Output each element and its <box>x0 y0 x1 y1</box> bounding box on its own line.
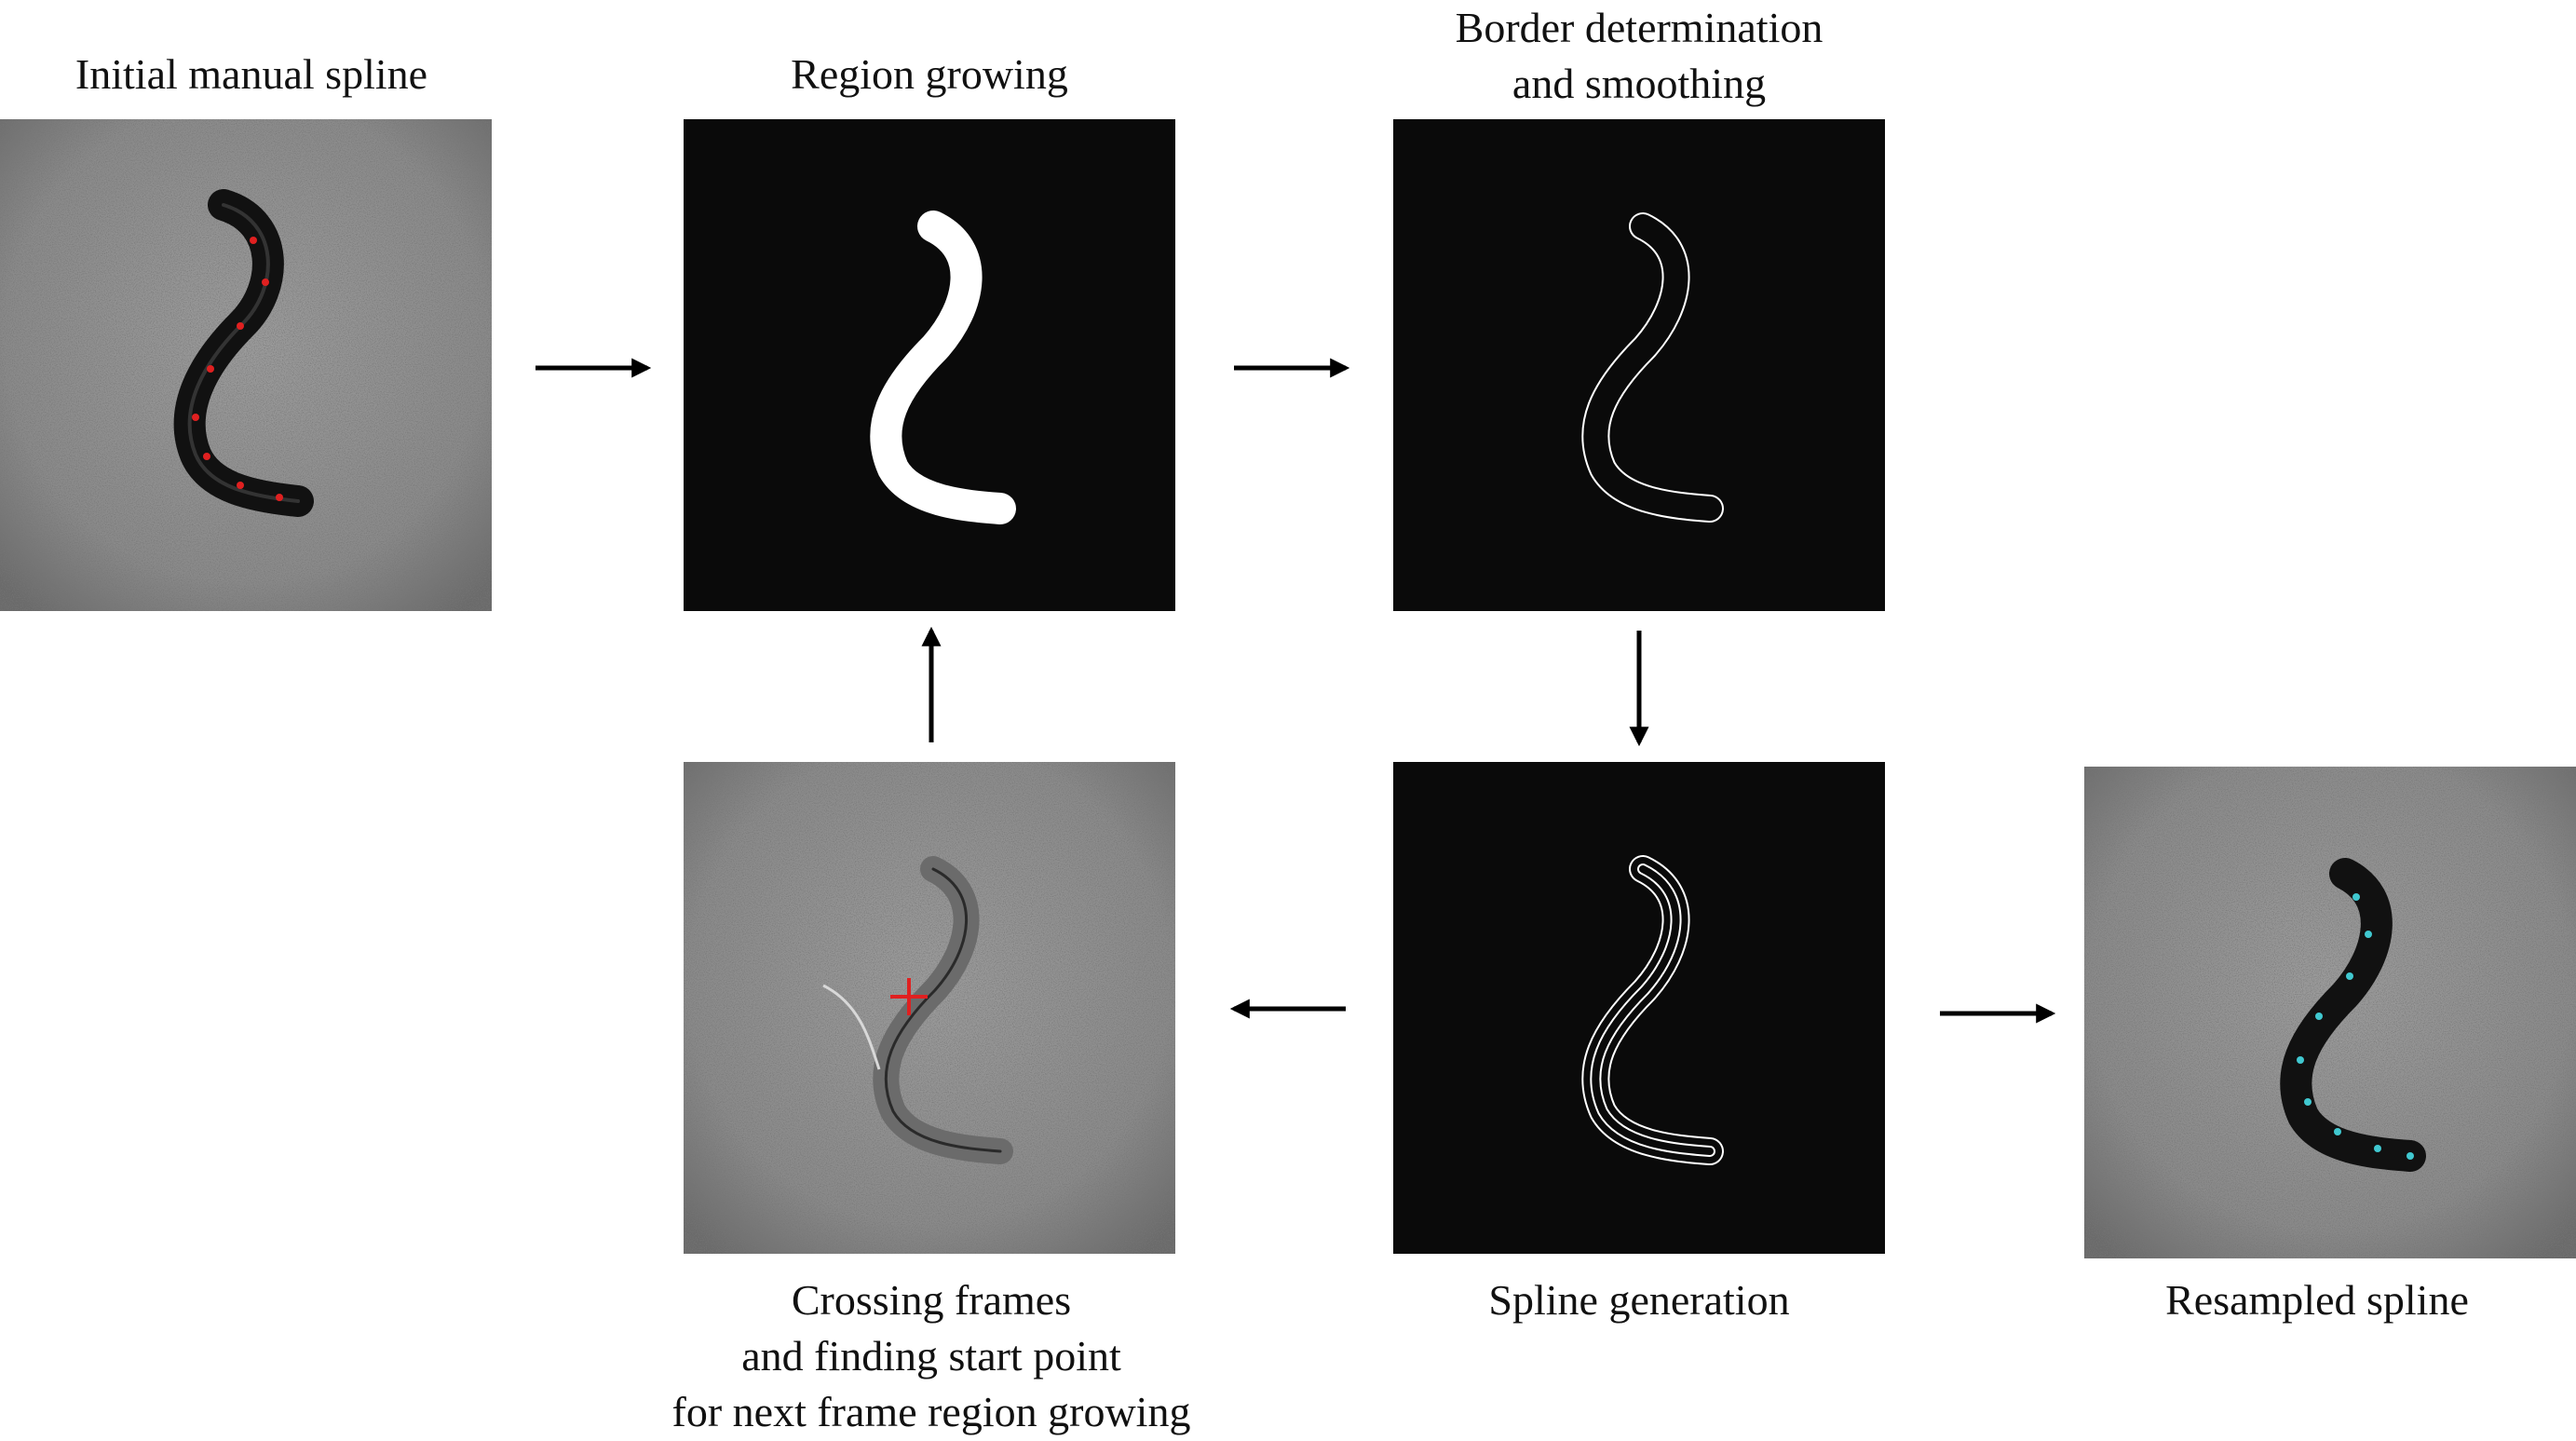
label-resampled-spline: Resampled spline <box>2165 1276 2469 1324</box>
manual-points <box>192 237 283 501</box>
region-growing-image <box>684 119 1175 611</box>
arrow-spline-to-crossing <box>1229 999 1346 1019</box>
resampled-spline-image <box>2084 767 2576 1258</box>
crossing-frames-image <box>684 762 1175 1254</box>
label-border-determination: Border determination and smoothing <box>1393 0 1885 112</box>
start-point-cross <box>890 978 928 1015</box>
border-determination-image <box>1393 119 1885 611</box>
label-crossing-line2: and finding start point <box>741 1332 1121 1380</box>
label-crossing-line3: for next frame region growing <box>671 1388 1191 1435</box>
label-region-growing: Region growing <box>791 50 1068 98</box>
label-initial-manual-spline: Initial manual spline <box>75 50 428 98</box>
label-spline-generation: Spline generation <box>1488 1276 1790 1324</box>
label-crossing-frames: Crossing frames and finding start point … <box>559 1272 1304 1440</box>
label-crossing-line1: Crossing frames <box>791 1276 1072 1324</box>
arrow-crossing-to-region <box>921 626 942 742</box>
arrow-initial-to-region <box>536 358 652 378</box>
arrow-border-to-spline <box>1629 631 1649 747</box>
resampled-points <box>2297 893 2414 1160</box>
label-border-line1: Border determination <box>1455 4 1824 51</box>
initial-manual-spline-image <box>0 119 492 611</box>
label-border-line2: and smoothing <box>1512 60 1767 107</box>
arrow-spline-to-resampled <box>1940 1003 2056 1024</box>
spline-generation-image <box>1393 762 1885 1254</box>
arrow-region-to-border <box>1234 358 1350 378</box>
